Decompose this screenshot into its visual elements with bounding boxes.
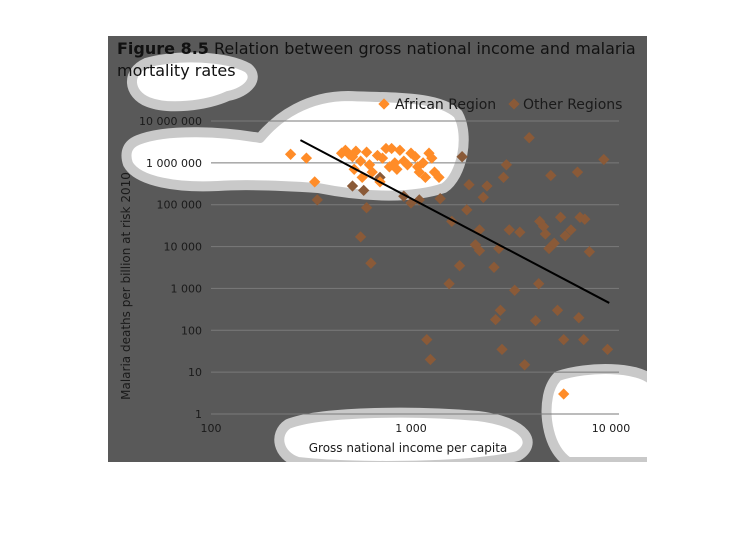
data-point-african bbox=[426, 152, 438, 164]
data-point-other bbox=[497, 171, 510, 184]
x-tick-label: 10 000 bbox=[592, 422, 631, 435]
data-point-other bbox=[311, 194, 323, 206]
data-point-african bbox=[417, 157, 429, 169]
y-tick-label: 10 000 000 bbox=[139, 115, 202, 128]
data-point-other bbox=[558, 333, 570, 346]
data-point-other bbox=[481, 180, 493, 192]
highlight-blob-title bbox=[127, 52, 258, 112]
data-point-other bbox=[453, 260, 466, 272]
data-point-other bbox=[598, 153, 610, 166]
data-point-other bbox=[514, 226, 526, 238]
data-point-other bbox=[461, 204, 473, 216]
y-axis-label: Malaria deaths per billion at risk 2010 bbox=[119, 172, 133, 400]
data-point-other bbox=[545, 169, 557, 182]
data-point-other bbox=[496, 343, 508, 356]
data-point-other bbox=[421, 333, 433, 346]
data-point-other bbox=[360, 202, 373, 214]
data-point-other bbox=[489, 313, 502, 326]
highlight-blob-corner bbox=[541, 364, 647, 462]
data-point-other bbox=[500, 159, 513, 171]
data-point-other bbox=[443, 278, 455, 290]
data-point-other bbox=[365, 257, 377, 269]
data-point-other bbox=[539, 228, 552, 240]
x-axis-ticks: 100 1 000 10 000 bbox=[201, 422, 631, 435]
legend-label-other: Other Regions bbox=[523, 97, 622, 113]
data-point-other bbox=[494, 304, 507, 316]
data-point-other bbox=[601, 343, 614, 356]
data-point-other bbox=[533, 278, 545, 290]
gridlines bbox=[211, 120, 619, 415]
data-point-other bbox=[578, 333, 590, 346]
y-tick-label: 1 000 000 bbox=[146, 157, 202, 170]
data-point-other bbox=[518, 359, 531, 371]
data-point-other bbox=[503, 224, 515, 236]
data-point-african bbox=[376, 152, 389, 164]
figure-caption: Relation between gross national income a… bbox=[117, 39, 636, 80]
data-point-other bbox=[529, 314, 542, 327]
x-tick-label: 100 bbox=[201, 422, 222, 435]
highlight-layer bbox=[121, 52, 647, 462]
x-axis-label: Gross national income per capita bbox=[309, 441, 508, 455]
data-point-other bbox=[554, 211, 567, 223]
data-point-african bbox=[354, 155, 367, 167]
data-point-other bbox=[583, 246, 596, 258]
legend-label-african: African Region bbox=[395, 97, 496, 113]
y-tick-label: 1 000 bbox=[171, 282, 203, 295]
data-point-other bbox=[354, 231, 367, 243]
trend-line bbox=[299, 139, 610, 304]
y-tick-label: 10 000 bbox=[164, 241, 203, 254]
y-tick-label: 100 bbox=[181, 324, 202, 337]
chart-figure: 10 000 000 1 000 000 100 000 10 000 1 000 100… bbox=[108, 36, 647, 462]
data-point-other bbox=[488, 261, 500, 273]
data-point-other bbox=[358, 184, 370, 197]
highlight-blob-xlabel bbox=[274, 407, 533, 462]
figure-number: Figure 8.5 bbox=[117, 39, 209, 58]
data-point-other bbox=[477, 191, 489, 203]
figure-title: Figure 8.5 Relation between gross nation… bbox=[117, 38, 637, 82]
data-point-other bbox=[551, 304, 564, 316]
legend-marker-other bbox=[508, 98, 520, 110]
data-point-african bbox=[309, 176, 321, 188]
y-tick-label: 1 bbox=[195, 408, 202, 421]
y-tick-label: 100 000 bbox=[157, 199, 203, 212]
x-tick-label: 1 000 bbox=[395, 422, 427, 435]
y-tick-label: 10 bbox=[188, 366, 202, 379]
data-point-other bbox=[573, 312, 585, 324]
data-point-african bbox=[300, 152, 313, 164]
legend: African Region Other Regions bbox=[378, 97, 622, 113]
data-point-other bbox=[509, 284, 521, 296]
data-point-other bbox=[565, 224, 577, 236]
data-point-other bbox=[571, 166, 584, 178]
y-axis-ticks: 10 000 000 1 000 000 100 000 10 000 1 000 100… bbox=[139, 115, 202, 421]
data-point-other bbox=[424, 353, 437, 366]
data-point-other bbox=[463, 179, 475, 191]
data-point-other bbox=[523, 132, 535, 144]
